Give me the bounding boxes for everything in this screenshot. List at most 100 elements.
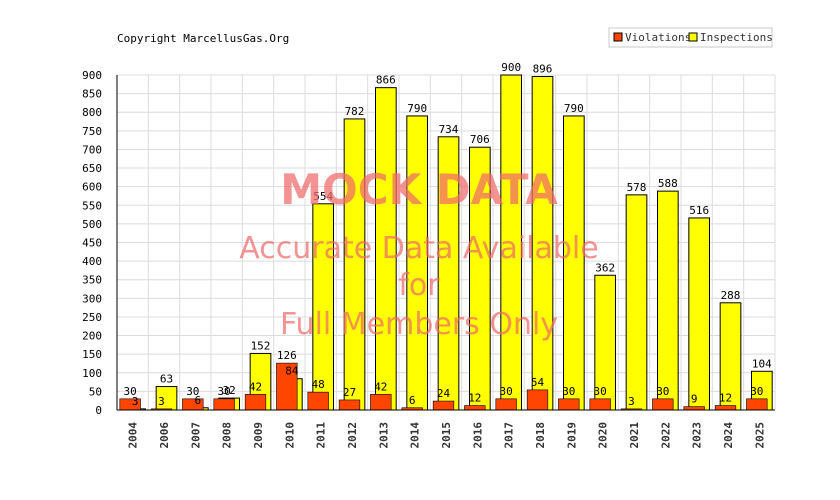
x-tick-label: 2009 (252, 422, 265, 449)
data-label-inspections: 152 (251, 339, 271, 352)
x-tick-label: 2008 (221, 422, 234, 449)
watermark-line-1: MOCK DATA (280, 165, 558, 214)
data-label-violations: 126 (277, 349, 297, 362)
data-label-inspections: 516 (689, 204, 709, 217)
data-label-inspections: 104 (752, 357, 772, 370)
axes: 0 50 100 150 200 250 300 350 400 450 500 550 600 650 7… (82, 69, 775, 449)
data-label-violations: 30 (186, 385, 199, 398)
bar-violations (652, 398, 674, 411)
bar-violations (338, 399, 361, 411)
x-tick-label: 2004 (127, 422, 140, 449)
data-label-inspections: 706 (470, 133, 490, 146)
bar-violations (244, 394, 267, 411)
data-label-inspections: 866 (376, 74, 396, 87)
x-tick-label: 2011 (315, 422, 328, 449)
y-tick-label: 250 (82, 311, 102, 324)
data-label-inspections: 6 (195, 394, 202, 407)
data-label-violations: 3 (628, 395, 635, 408)
legend-swatch-violations (613, 32, 623, 42)
y-tick-label: 850 (82, 88, 102, 101)
x-tick-label: 2006 (158, 422, 171, 449)
data-label-violations: 24 (437, 387, 451, 400)
x-tick-label: 2024 (722, 422, 735, 449)
legend-label-inspections: Inspections (700, 31, 773, 44)
legend: Violations Inspections (608, 27, 773, 48)
y-tick-label: 800 (82, 106, 102, 119)
data-label-inspections: 782 (345, 105, 365, 118)
y-tick-label: 650 (82, 162, 102, 175)
bar-inspections (657, 190, 679, 411)
watermark-line-3: for (398, 268, 440, 303)
x-tick-label: 2019 (565, 422, 578, 449)
y-tick-label: 500 (82, 218, 102, 231)
data-label-inspections: 900 (501, 61, 521, 74)
bar-violations (683, 406, 705, 411)
data-label-violations: 30 (594, 385, 607, 398)
bar-violations (714, 405, 737, 411)
x-tick-label: 2007 (189, 422, 202, 449)
data-label-violations: 30 (218, 385, 231, 398)
bar-violations (464, 405, 486, 411)
bar-violations (432, 400, 455, 411)
legend-label-violations: Violations (625, 31, 691, 44)
data-label-inspections: 790 (407, 102, 427, 115)
y-tick-label: 150 (82, 348, 102, 361)
x-tick-label: 2022 (659, 422, 672, 449)
bar-inspections (625, 194, 648, 411)
data-label-violations: 48 (312, 378, 325, 391)
data-label-inspections: 790 (564, 102, 584, 115)
data-label-violations: 30 (562, 385, 575, 398)
y-tick-label: 0 (95, 404, 102, 417)
bar-violations (526, 389, 549, 411)
y-tick-label: 700 (82, 143, 102, 156)
data-label-inspections: 362 (595, 261, 615, 274)
x-tick-label: 2013 (377, 422, 390, 449)
y-tick-label: 550 (82, 199, 102, 212)
data-label-violations: 12 (468, 392, 481, 405)
y-tick-label: 200 (82, 330, 102, 343)
data-label-inspections: 554 (313, 190, 333, 203)
y-tick-label: 900 (82, 69, 102, 82)
y-tick-label: 50 (89, 385, 102, 398)
bar-violations (307, 391, 329, 411)
watermark-line-2: Accurate Data Available (239, 231, 598, 266)
x-tick-label: 2025 (753, 422, 766, 449)
legend-swatch-inspections (688, 32, 698, 42)
data-label-inspections: 578 (627, 181, 647, 194)
x-tick-label: 2012 (346, 422, 359, 449)
x-tick-label: 2018 (534, 422, 547, 449)
y-tick-label: 350 (82, 274, 102, 287)
data-label-violations: 30 (124, 385, 137, 398)
data-label-inspections: 3 (132, 395, 139, 408)
data-label-inspections: 734 (439, 123, 459, 136)
x-tick-label: 2021 (628, 422, 641, 449)
data-label-violations: 9 (691, 393, 698, 406)
bar-inspections (688, 217, 711, 411)
data-label-violations: 30 (500, 385, 513, 398)
bar-violations (370, 394, 392, 411)
y-tick-label: 400 (82, 255, 102, 268)
data-label-violations: 27 (343, 386, 356, 399)
x-tick-label: 2014 (409, 422, 422, 449)
y-tick-label: 600 (82, 181, 102, 194)
data-label-violations: 6 (409, 394, 416, 407)
y-tick-label: 750 (82, 125, 102, 138)
x-tick-label: 2020 (597, 422, 610, 449)
x-tick-label: 2015 (440, 422, 453, 449)
data-label-inspections: 588 (658, 177, 678, 190)
data-label-violations: 30 (656, 385, 669, 398)
x-tick-label: 2010 (283, 422, 296, 449)
bar-violations (746, 398, 768, 411)
data-label-violations: 42 (374, 380, 387, 393)
bar-violations (213, 398, 235, 411)
data-label-inspections: 32 (223, 384, 236, 397)
bar-violations (589, 398, 611, 411)
data-label-violations: 30 (750, 385, 763, 398)
data-label-violations: 3 (158, 395, 165, 408)
bars (119, 74, 773, 411)
watermark: MOCK DATA Accurate Data Available for Fu… (239, 165, 598, 342)
data-label-violations: 54 (531, 376, 545, 389)
